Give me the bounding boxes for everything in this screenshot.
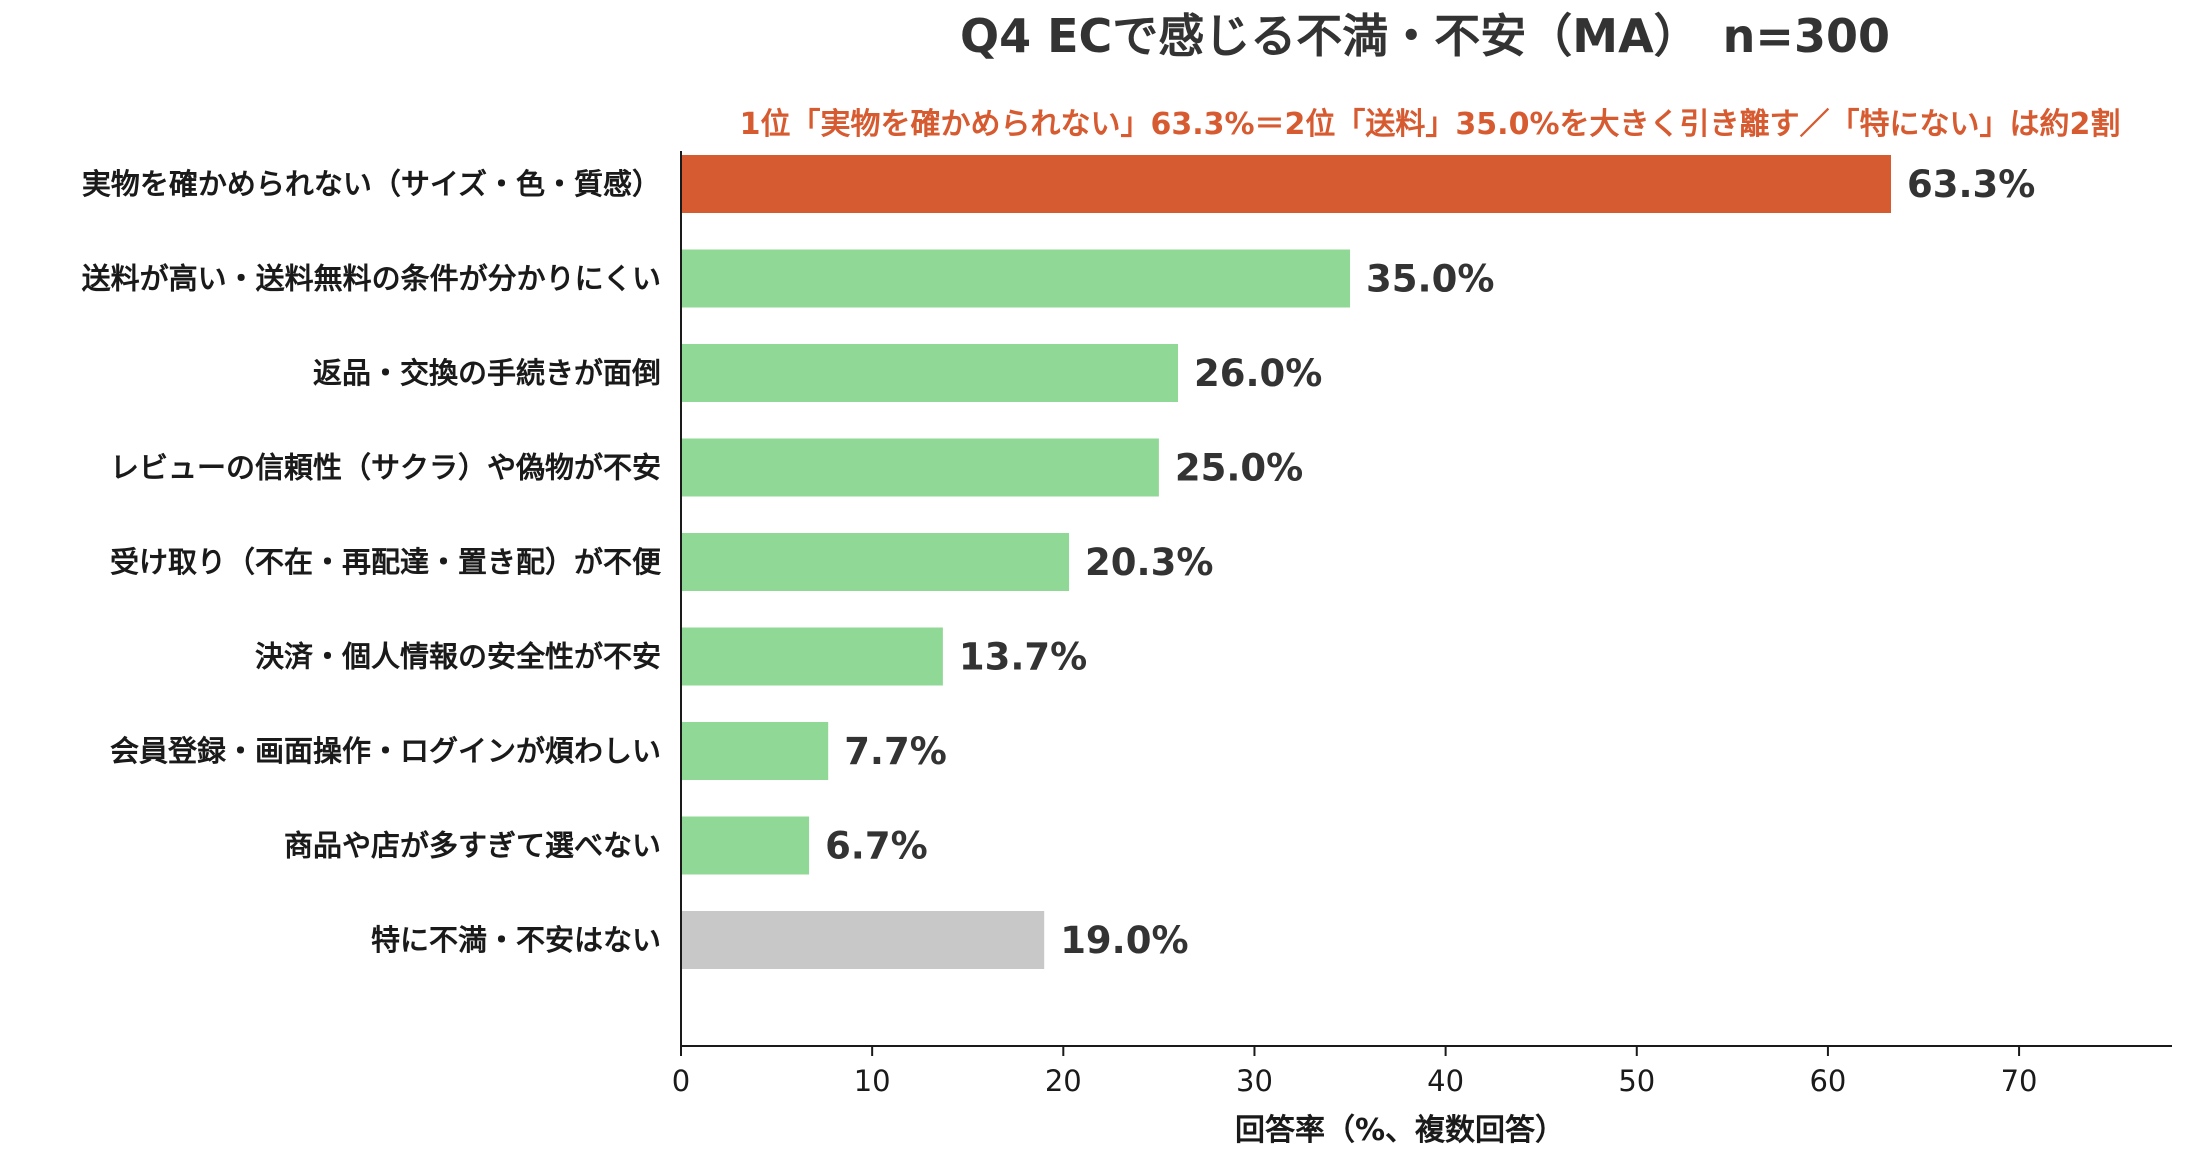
value-label-6: 7.7% bbox=[844, 730, 947, 773]
value-label-8: 19.0% bbox=[1060, 919, 1188, 962]
category-label-0: 実物を確かめられない（サイズ・色・質感） bbox=[82, 167, 661, 201]
x-tick-label-2: 20 bbox=[1045, 1064, 1082, 1098]
category-labels-group: 実物を確かめられない（サイズ・色・質感） 送料が高い・送料無料の条件が分かりにくい… bbox=[82, 167, 662, 957]
x-tick-label-0: 0 bbox=[672, 1064, 690, 1098]
category-label-5: 決済・個人情報の安全性が不安 bbox=[255, 640, 661, 674]
x-tick-label-1: 10 bbox=[854, 1064, 891, 1098]
x-tick-label-5: 50 bbox=[1618, 1064, 1655, 1098]
bar-0 bbox=[681, 155, 1892, 213]
value-labels-group: 63.3% 35.0% 26.0% 25.0% 20.3% 13.7% 7.7% 6.7% 19… bbox=[825, 163, 2035, 962]
x-tick-label-3: 30 bbox=[1236, 1064, 1273, 1098]
value-label-7: 6.7% bbox=[825, 825, 928, 868]
x-tick-label-7: 70 bbox=[2001, 1064, 2038, 1098]
chart-title: Q4 ECで感じる不満・不安（MA） n=300 bbox=[960, 9, 1890, 63]
category-label-2: 返品・交換の手続きが面倒 bbox=[313, 356, 661, 390]
value-label-3: 25.0% bbox=[1175, 447, 1303, 490]
value-label-2: 26.0% bbox=[1194, 352, 1322, 395]
category-label-7: 商品や店が多すぎて選べない bbox=[284, 829, 661, 863]
value-label-5: 13.7% bbox=[959, 636, 1087, 679]
bar-5 bbox=[681, 627, 943, 686]
x-tick-label-4: 40 bbox=[1427, 1064, 1464, 1098]
bar-2 bbox=[681, 344, 1178, 402]
category-label-3: レビューの信頼性（サクラ）や偽物が不安 bbox=[110, 451, 661, 485]
bar-4 bbox=[681, 533, 1070, 591]
x-ticks-group: 0 10 20 30 40 50 60 70 bbox=[672, 1046, 2038, 1098]
value-label-4: 20.3% bbox=[1085, 541, 1213, 584]
category-label-8: 特に不満・不安はない bbox=[371, 923, 661, 957]
category-label-1: 送料が高い・送料無料の条件が分かりにくい bbox=[82, 262, 661, 296]
x-tick-label-6: 60 bbox=[1809, 1064, 1846, 1098]
bar-3 bbox=[681, 438, 1159, 497]
bar-6 bbox=[681, 722, 829, 780]
bar-8 bbox=[681, 911, 1045, 969]
chart-subtitle: 1位「実物を確かめられない」63.3%＝2位「送料」35.0%を大きく引き離す／… bbox=[740, 107, 2121, 142]
category-label-4: 受け取り（不在・再配達・置き配）が不便 bbox=[110, 545, 662, 579]
category-label-6: 会員登録・画面操作・ログインが煩わしい bbox=[110, 734, 661, 768]
bar-7 bbox=[681, 816, 810, 875]
value-label-0: 63.3% bbox=[1907, 163, 2035, 206]
bars-group bbox=[681, 155, 1892, 969]
bar-1 bbox=[681, 249, 1351, 308]
x-axis-label: 回答率（%、複数回答） bbox=[1235, 1113, 1565, 1148]
value-label-1: 35.0% bbox=[1366, 258, 1494, 301]
